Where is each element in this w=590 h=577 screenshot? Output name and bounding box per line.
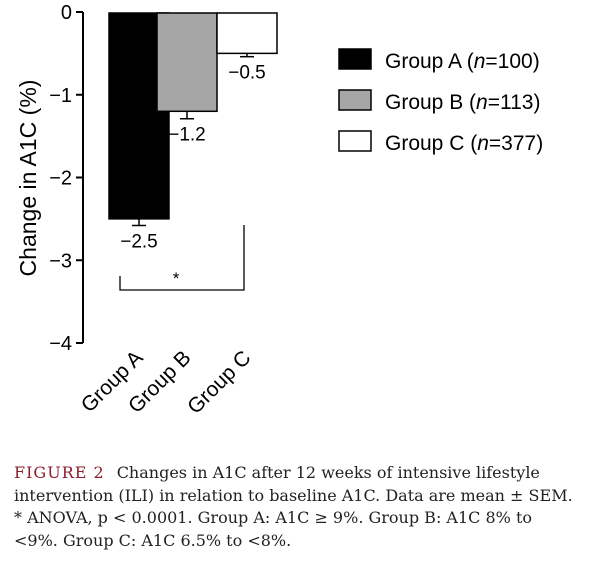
bar — [216, 12, 278, 55]
figure-label: FIGURE 2 — [14, 463, 105, 482]
legend-swatch — [338, 48, 372, 70]
legend-swatch — [338, 89, 372, 111]
legend-swatch — [338, 130, 372, 152]
legend-entry: Group A (n=100) — [385, 50, 540, 73]
legend-entry: Group B (n=113) — [385, 91, 540, 114]
y-tick-label: −3 — [49, 250, 72, 272]
significance-marker: * — [173, 269, 180, 288]
data-label: −2.5 — [120, 231, 158, 252]
bar — [156, 12, 218, 113]
y-tick-label: −1 — [49, 85, 72, 107]
caption-text: Changes in A1C after 12 weeks of intensi… — [14, 463, 573, 550]
y-tick-label: −4 — [49, 333, 72, 355]
data-label: −1.2 — [168, 125, 206, 146]
legend: Group A (n=100) Group B (n=113) Group C (n… — [338, 48, 543, 155]
x-tick-label: Group C — [183, 346, 255, 418]
y-axis-title: Change in A1C (%) — [15, 80, 41, 277]
significance-bracket — [119, 225, 245, 291]
y-tick-label: −2 — [49, 168, 72, 190]
y-tick-label: 0 — [61, 2, 72, 24]
figure-caption: FIGURE 2 Changes in A1C after 12 weeks of… — [14, 462, 580, 552]
data-label: −0.5 — [228, 63, 266, 84]
legend-entry: Group C (n=377) — [385, 132, 543, 155]
